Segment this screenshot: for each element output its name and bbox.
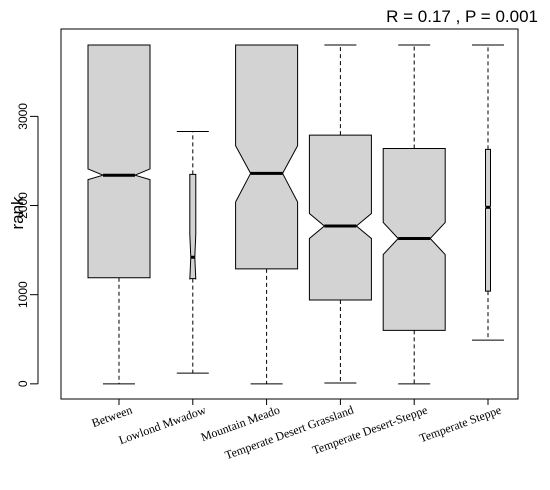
box-4 [308, 44, 372, 384]
stat-annotation: R = 0.17 , P = 0.001 [386, 7, 538, 26]
box-2 [176, 131, 209, 374]
box-body [189, 173, 197, 280]
y-tick-label: 0 [16, 380, 30, 387]
box-body [308, 134, 372, 301]
box-3 [235, 44, 299, 385]
x-tick-label: Temperate Steppe [417, 403, 503, 446]
boxes-group [87, 44, 504, 385]
box-6 [472, 44, 504, 341]
box-1 [87, 44, 151, 385]
box-body [485, 148, 491, 292]
box-5 [382, 44, 446, 385]
box-body [87, 44, 151, 279]
x-tick-label: Temperate Desert Grassland [223, 403, 355, 463]
y-axis-label: rank [8, 196, 27, 230]
y-tick-label: 1000 [16, 281, 30, 308]
y-tick-label: 3000 [16, 103, 30, 130]
y-tick-label: 2000 [16, 192, 30, 219]
y-axis: 0 1000 2000 3000 [16, 103, 39, 387]
x-tick-label: Between [90, 403, 134, 431]
box-body [235, 44, 299, 270]
